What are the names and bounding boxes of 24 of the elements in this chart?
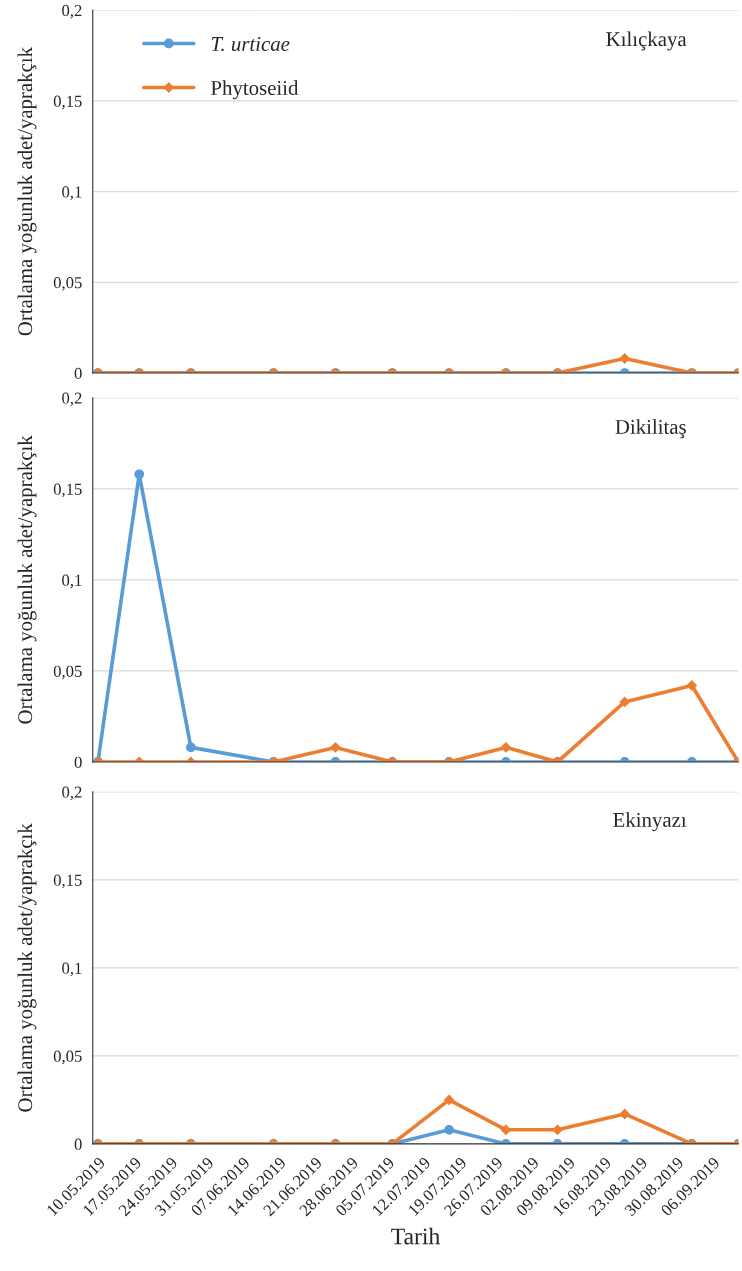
y-tick-label: 0: [74, 1138, 82, 1150]
y-tick-label: 0,1: [62, 574, 82, 589]
y-tick-label: 0,2: [62, 4, 82, 19]
y-tick-label: 0,15: [53, 874, 82, 889]
y-tick-label: 0,15: [53, 483, 82, 498]
legend-label: T. urticae: [211, 36, 290, 52]
y-tick-label: 0: [74, 367, 82, 379]
y-tick-label: 0,15: [53, 95, 82, 110]
y-tick-label: 0,05: [53, 665, 82, 680]
annotation: Kılıçkaya: [606, 31, 687, 51]
y-tick-label: 0,1: [62, 186, 82, 200]
legend-label: Phytoseiid: [211, 80, 299, 100]
y-axis-title: Ortalama yoğunluk adet/yaprakçık: [17, 435, 37, 724]
y-tick-label: 0,2: [62, 786, 82, 801]
y-axis-title: Ortalama yoğunluk adet/yaprakçık: [17, 46, 37, 336]
y-tick-label: 0,05: [53, 1050, 82, 1065]
annotation: Ekinyazı: [613, 812, 687, 832]
annotation: Dikilitaş: [615, 419, 686, 439]
y-axis-title: Ortalama yoğunluk adet/yaprakçık: [17, 823, 37, 1112]
y-tick-label: 0: [74, 756, 82, 768]
y-tick-label: 0,2: [62, 392, 82, 407]
y-tick-label: 0,05: [53, 277, 82, 291]
y-tick-label: 0,1: [62, 962, 82, 977]
x-axis-title: Tarih: [391, 1227, 440, 1245]
